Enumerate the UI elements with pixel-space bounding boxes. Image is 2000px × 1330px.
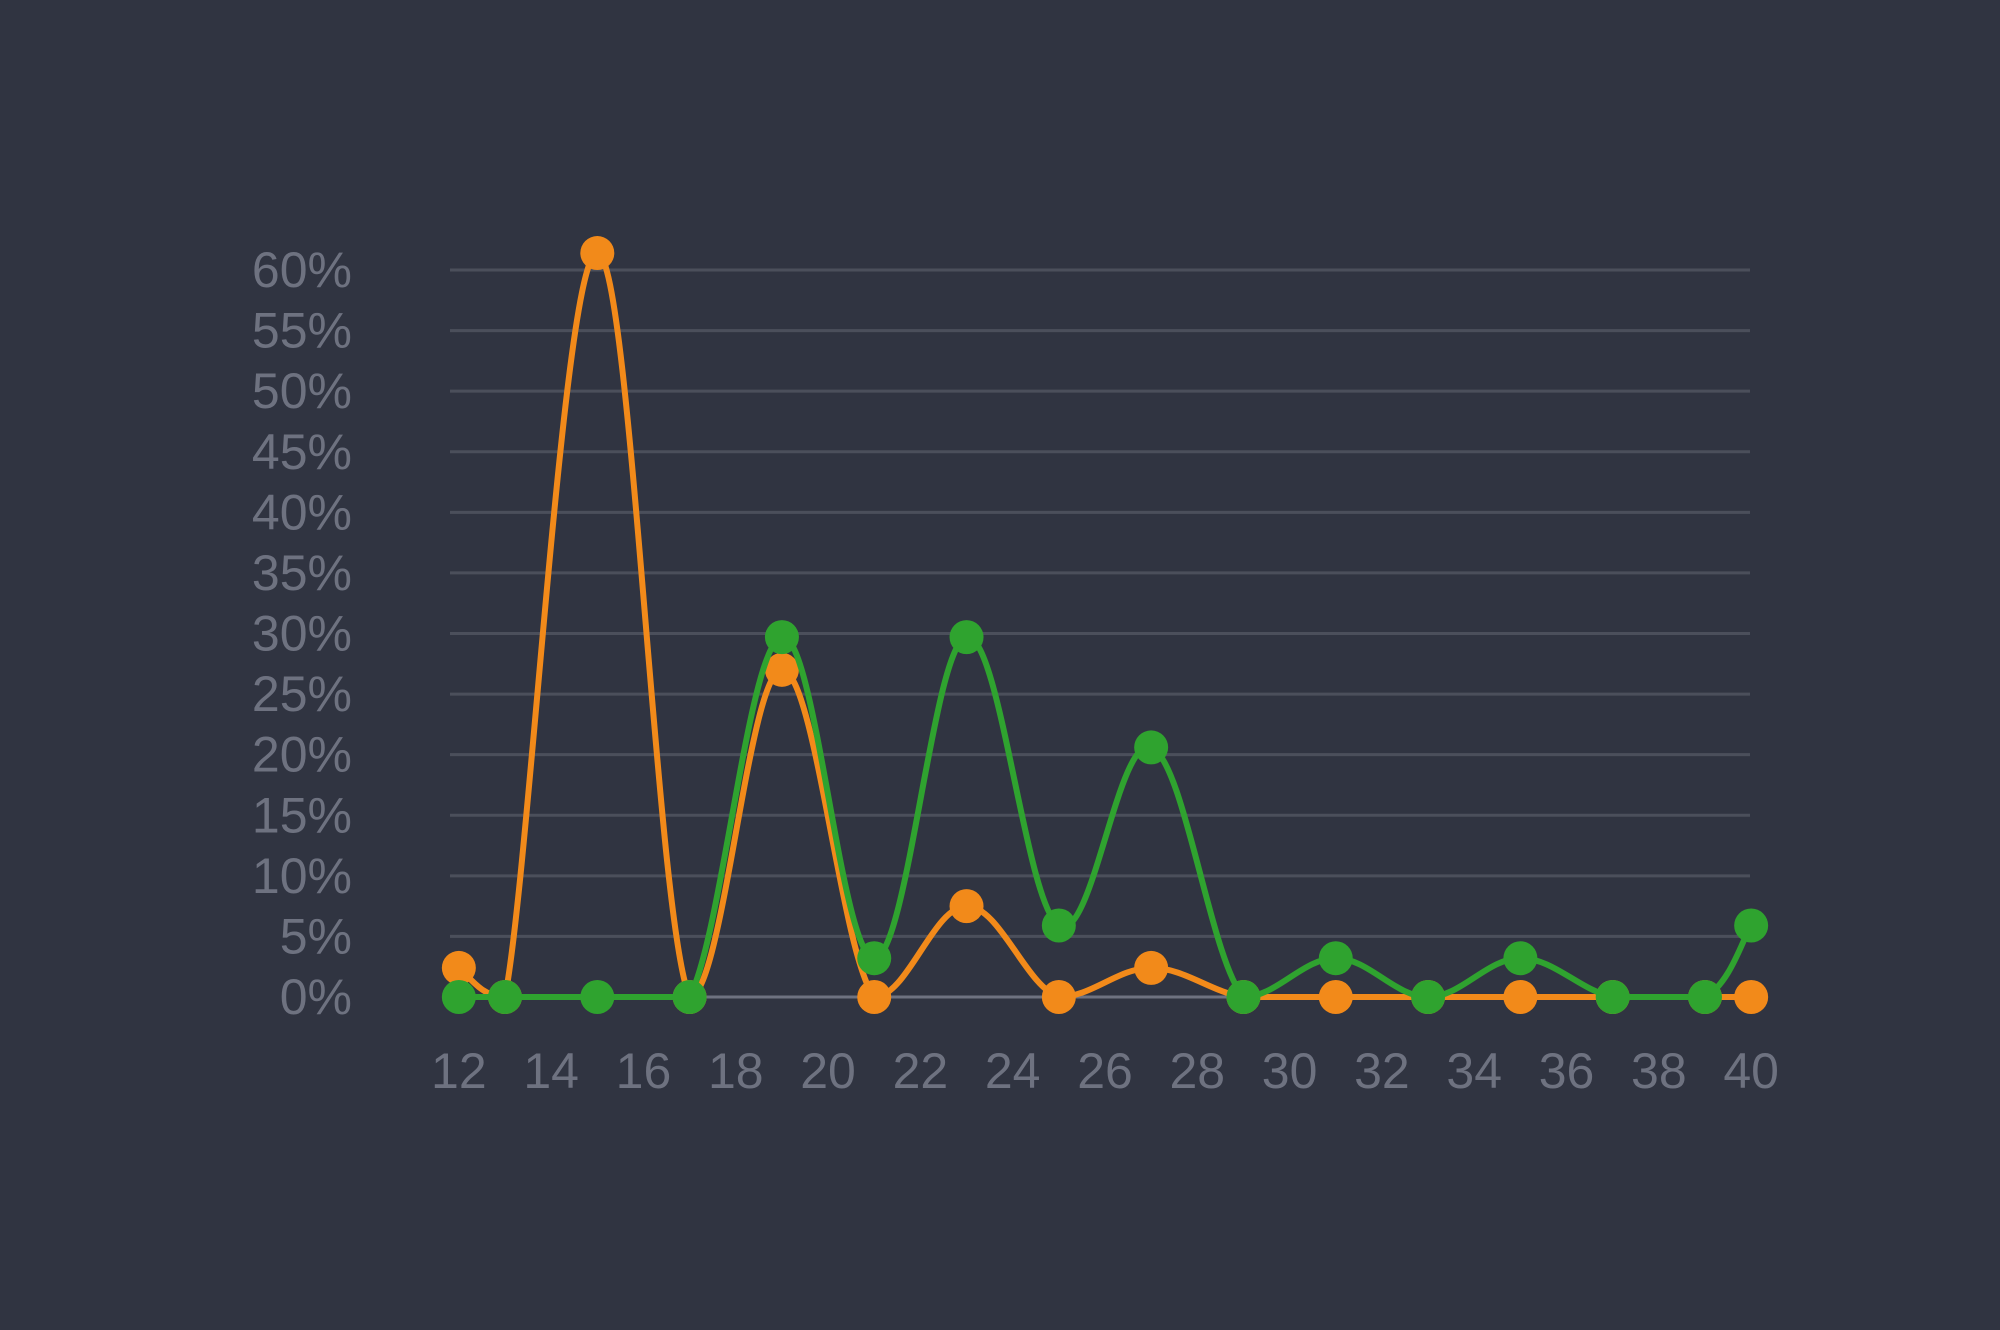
x-tick-label: 18 xyxy=(708,1043,764,1099)
y-tick-label: 10% xyxy=(252,848,352,904)
data-point xyxy=(949,620,984,655)
x-tick-label: 26 xyxy=(1077,1043,1133,1099)
y-tick-label: 45% xyxy=(252,424,352,480)
x-tick-label: 20 xyxy=(800,1043,856,1099)
data-point xyxy=(580,236,615,271)
data-point xyxy=(857,941,892,976)
x-tick-label: 24 xyxy=(985,1043,1041,1099)
y-axis: 0%5%10%15%20%25%30%35%40%45%50%55%60% xyxy=(252,242,352,1025)
data-point xyxy=(857,980,892,1014)
y-tick-label: 0% xyxy=(280,969,352,1025)
x-tick-label: 12 xyxy=(431,1043,487,1099)
y-tick-label: 25% xyxy=(252,666,352,722)
x-tick-label: 32 xyxy=(1354,1043,1410,1099)
data-point xyxy=(1503,941,1538,976)
data-point xyxy=(1226,980,1261,1014)
data-point xyxy=(1688,980,1722,1014)
x-tick-label: 40 xyxy=(1723,1043,1779,1099)
data-point xyxy=(580,980,615,1014)
x-tick-label: 36 xyxy=(1539,1043,1595,1099)
x-tick-label: 34 xyxy=(1446,1043,1502,1099)
data-point xyxy=(949,889,984,924)
data-point xyxy=(1134,950,1169,985)
x-tick-label: 30 xyxy=(1262,1043,1318,1099)
data-point xyxy=(764,620,799,655)
data-point xyxy=(1041,980,1076,1014)
data-point xyxy=(1734,908,1769,943)
y-tick-label: 50% xyxy=(252,363,352,419)
data-point xyxy=(1318,941,1353,976)
x-tick-label: 28 xyxy=(1169,1043,1225,1099)
data-point xyxy=(672,980,707,1014)
data-point xyxy=(441,950,476,985)
x-tick-label: 14 xyxy=(523,1043,579,1099)
x-tick-label: 16 xyxy=(616,1043,672,1099)
data-point xyxy=(1041,908,1076,943)
data-point xyxy=(1134,730,1169,765)
data-point xyxy=(764,652,799,687)
x-tick-label: 22 xyxy=(893,1043,949,1099)
data-point xyxy=(1411,980,1446,1014)
x-axis: 12 14 16 18 20 22 24 26 28 30 32 34 36 38 40 xyxy=(431,1043,1779,1099)
x-tick-label: 38 xyxy=(1631,1043,1687,1099)
data-point xyxy=(1503,980,1538,1014)
y-tick-label: 30% xyxy=(252,606,352,662)
data-point xyxy=(1318,980,1353,1014)
y-tick-label: 40% xyxy=(252,484,352,540)
series-2 xyxy=(441,620,1769,1014)
data-point xyxy=(1595,980,1630,1014)
y-tick-label: 15% xyxy=(252,787,352,843)
data-point xyxy=(441,980,476,1014)
data-point xyxy=(488,980,522,1014)
y-tick-label: 35% xyxy=(252,545,352,601)
series-line xyxy=(455,250,1755,1001)
y-tick-label: 60% xyxy=(252,242,352,298)
series-group xyxy=(441,236,1769,1014)
y-tick-label: 5% xyxy=(280,908,352,964)
series-1 xyxy=(441,236,1769,1014)
data-point xyxy=(1734,980,1769,1014)
y-tick-label: 55% xyxy=(252,303,352,359)
y-tick-label: 20% xyxy=(252,727,352,783)
